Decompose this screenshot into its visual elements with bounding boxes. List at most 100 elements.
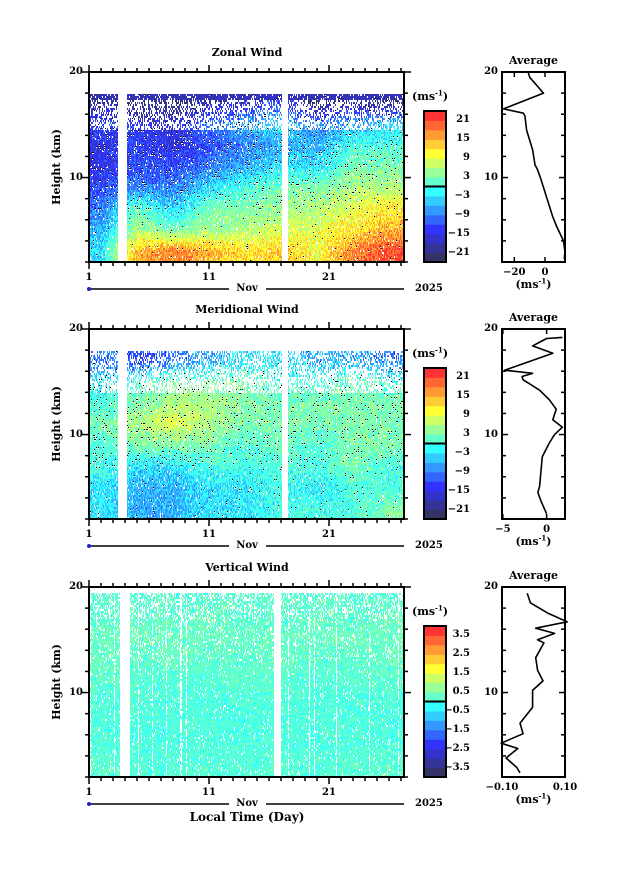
average-y-tick-label: 20	[484, 581, 498, 592]
average-x-tick-label: −0.10	[485, 782, 519, 793]
average-frame	[501, 586, 566, 778]
colorbar-label: −1.5	[444, 723, 470, 735]
plot-frame	[88, 586, 405, 778]
colorbar-label: 21	[456, 114, 470, 126]
colorbar-swatch	[424, 452, 446, 463]
colorbar-swatch	[424, 148, 446, 159]
month-label: Nov	[236, 798, 258, 809]
colorbar-swatch	[424, 405, 446, 416]
month-label: Nov	[236, 283, 258, 294]
colorbar-swatch	[424, 434, 446, 444]
average-title: Average	[508, 569, 559, 582]
colorbar-swatch	[424, 654, 446, 665]
colorbar-swatch	[424, 626, 446, 636]
year-label: 2025	[415, 283, 443, 294]
average-y-tick-label: 20	[484, 323, 498, 334]
colorbar-swatch	[424, 701, 446, 712]
y-tick-label: 20	[69, 323, 83, 334]
colorbar-label: −3.5	[444, 761, 470, 773]
colorbar-swatch	[424, 167, 446, 178]
month-label: Nov	[236, 540, 258, 551]
average-x-tick-label: −20	[503, 267, 526, 278]
colorbar-label: 1.5	[452, 667, 470, 679]
colorbar-swatch	[424, 471, 446, 482]
colorbar-swatch	[424, 692, 446, 702]
unit-text: (ms	[412, 605, 436, 618]
colorbar-label: 15	[456, 390, 470, 402]
colorbar-swatch	[424, 396, 446, 407]
x-axis-label: Local Time (Day)	[189, 810, 305, 824]
colorbar-swatch	[424, 415, 446, 426]
x-tick-label: 21	[322, 529, 336, 540]
average-profile-line	[502, 71, 566, 259]
heatmap-0	[89, 72, 404, 262]
colorbar-swatch	[424, 509, 446, 520]
month-axis	[87, 544, 404, 548]
unit-paren: )	[442, 605, 449, 618]
colorbar-swatch	[424, 386, 446, 397]
meridional-wind-title: Meridional Wind	[195, 303, 299, 316]
colorbar-swatch	[424, 186, 446, 197]
colorbar-swatch	[424, 195, 446, 206]
x-tick-label: 1	[85, 529, 93, 540]
x-tick-label: 21	[322, 787, 336, 798]
plot-axes-0	[82, 65, 411, 269]
heatmap-2	[89, 587, 404, 777]
y-axis-label: Height (km)	[50, 644, 63, 720]
unit-text: (ms	[412, 347, 436, 360]
colorbar-label: 3	[463, 171, 470, 183]
month-axis	[87, 802, 404, 806]
colorbar-label: −21	[447, 503, 470, 515]
colorbar-label: −21	[447, 246, 470, 258]
plot-frame	[88, 328, 405, 520]
unit-paren: )	[442, 347, 449, 360]
colorbar-label: 15	[456, 133, 470, 145]
year-label: 2025	[415, 540, 443, 551]
colorbar-swatch	[424, 490, 446, 501]
colorbar-label: −3	[454, 189, 470, 201]
colorbar-swatch	[424, 377, 446, 388]
x-tick-label: 21	[322, 272, 336, 283]
colorbar-label: 2.5	[452, 648, 470, 660]
colorbar-2	[423, 625, 447, 778]
colorbar-swatch	[424, 177, 446, 187]
average-y-tick-label: 10	[484, 428, 498, 440]
y-axis-label: Height (km)	[50, 129, 63, 205]
x-tick-label: 11	[202, 787, 216, 798]
colorbar-unit-label: (ms-1)	[412, 89, 448, 102]
colorbar-unit-label: (ms-1)	[412, 604, 449, 618]
colorbar-swatch	[424, 748, 446, 759]
colorbar-swatch	[424, 462, 446, 473]
average-x-tick-label: 0	[543, 524, 551, 535]
colorbar-1	[423, 367, 447, 520]
x-tick-label: 11	[202, 272, 216, 283]
average-plot-2	[500, 586, 568, 778]
colorbar-swatch	[424, 663, 446, 674]
average-plot-1	[501, 328, 566, 520]
average-profile-line	[503, 336, 564, 515]
average-unit-label: (ms-1)	[515, 534, 552, 548]
colorbar-frame	[423, 367, 447, 520]
unit-paren: )	[546, 535, 552, 548]
colorbar-swatch	[424, 252, 446, 263]
average-plot-0	[501, 71, 566, 263]
colorbar-label: −2.5	[444, 742, 470, 754]
colorbar-label: −9	[454, 208, 470, 220]
unit-text: (ms	[515, 278, 539, 291]
colorbar-swatch	[424, 120, 446, 131]
x-tick-label: 1	[85, 272, 93, 283]
month-start-marker	[87, 287, 91, 291]
unit-paren: )	[546, 793, 552, 806]
colorbar-swatch	[424, 481, 446, 492]
colorbar-frame	[423, 625, 447, 778]
colorbar-label: 9	[463, 409, 470, 421]
y-tick-label: 20	[69, 581, 83, 592]
colorbar-frame	[423, 110, 447, 263]
colorbar-unit-label: (ms-1)	[412, 346, 449, 360]
colorbar-swatch	[424, 720, 446, 731]
average-y-tick-label: 10	[484, 171, 498, 183]
month-axis	[87, 287, 404, 291]
y-tick-label: 20	[69, 66, 83, 77]
average-x-tick-label: 0.10	[552, 782, 578, 793]
